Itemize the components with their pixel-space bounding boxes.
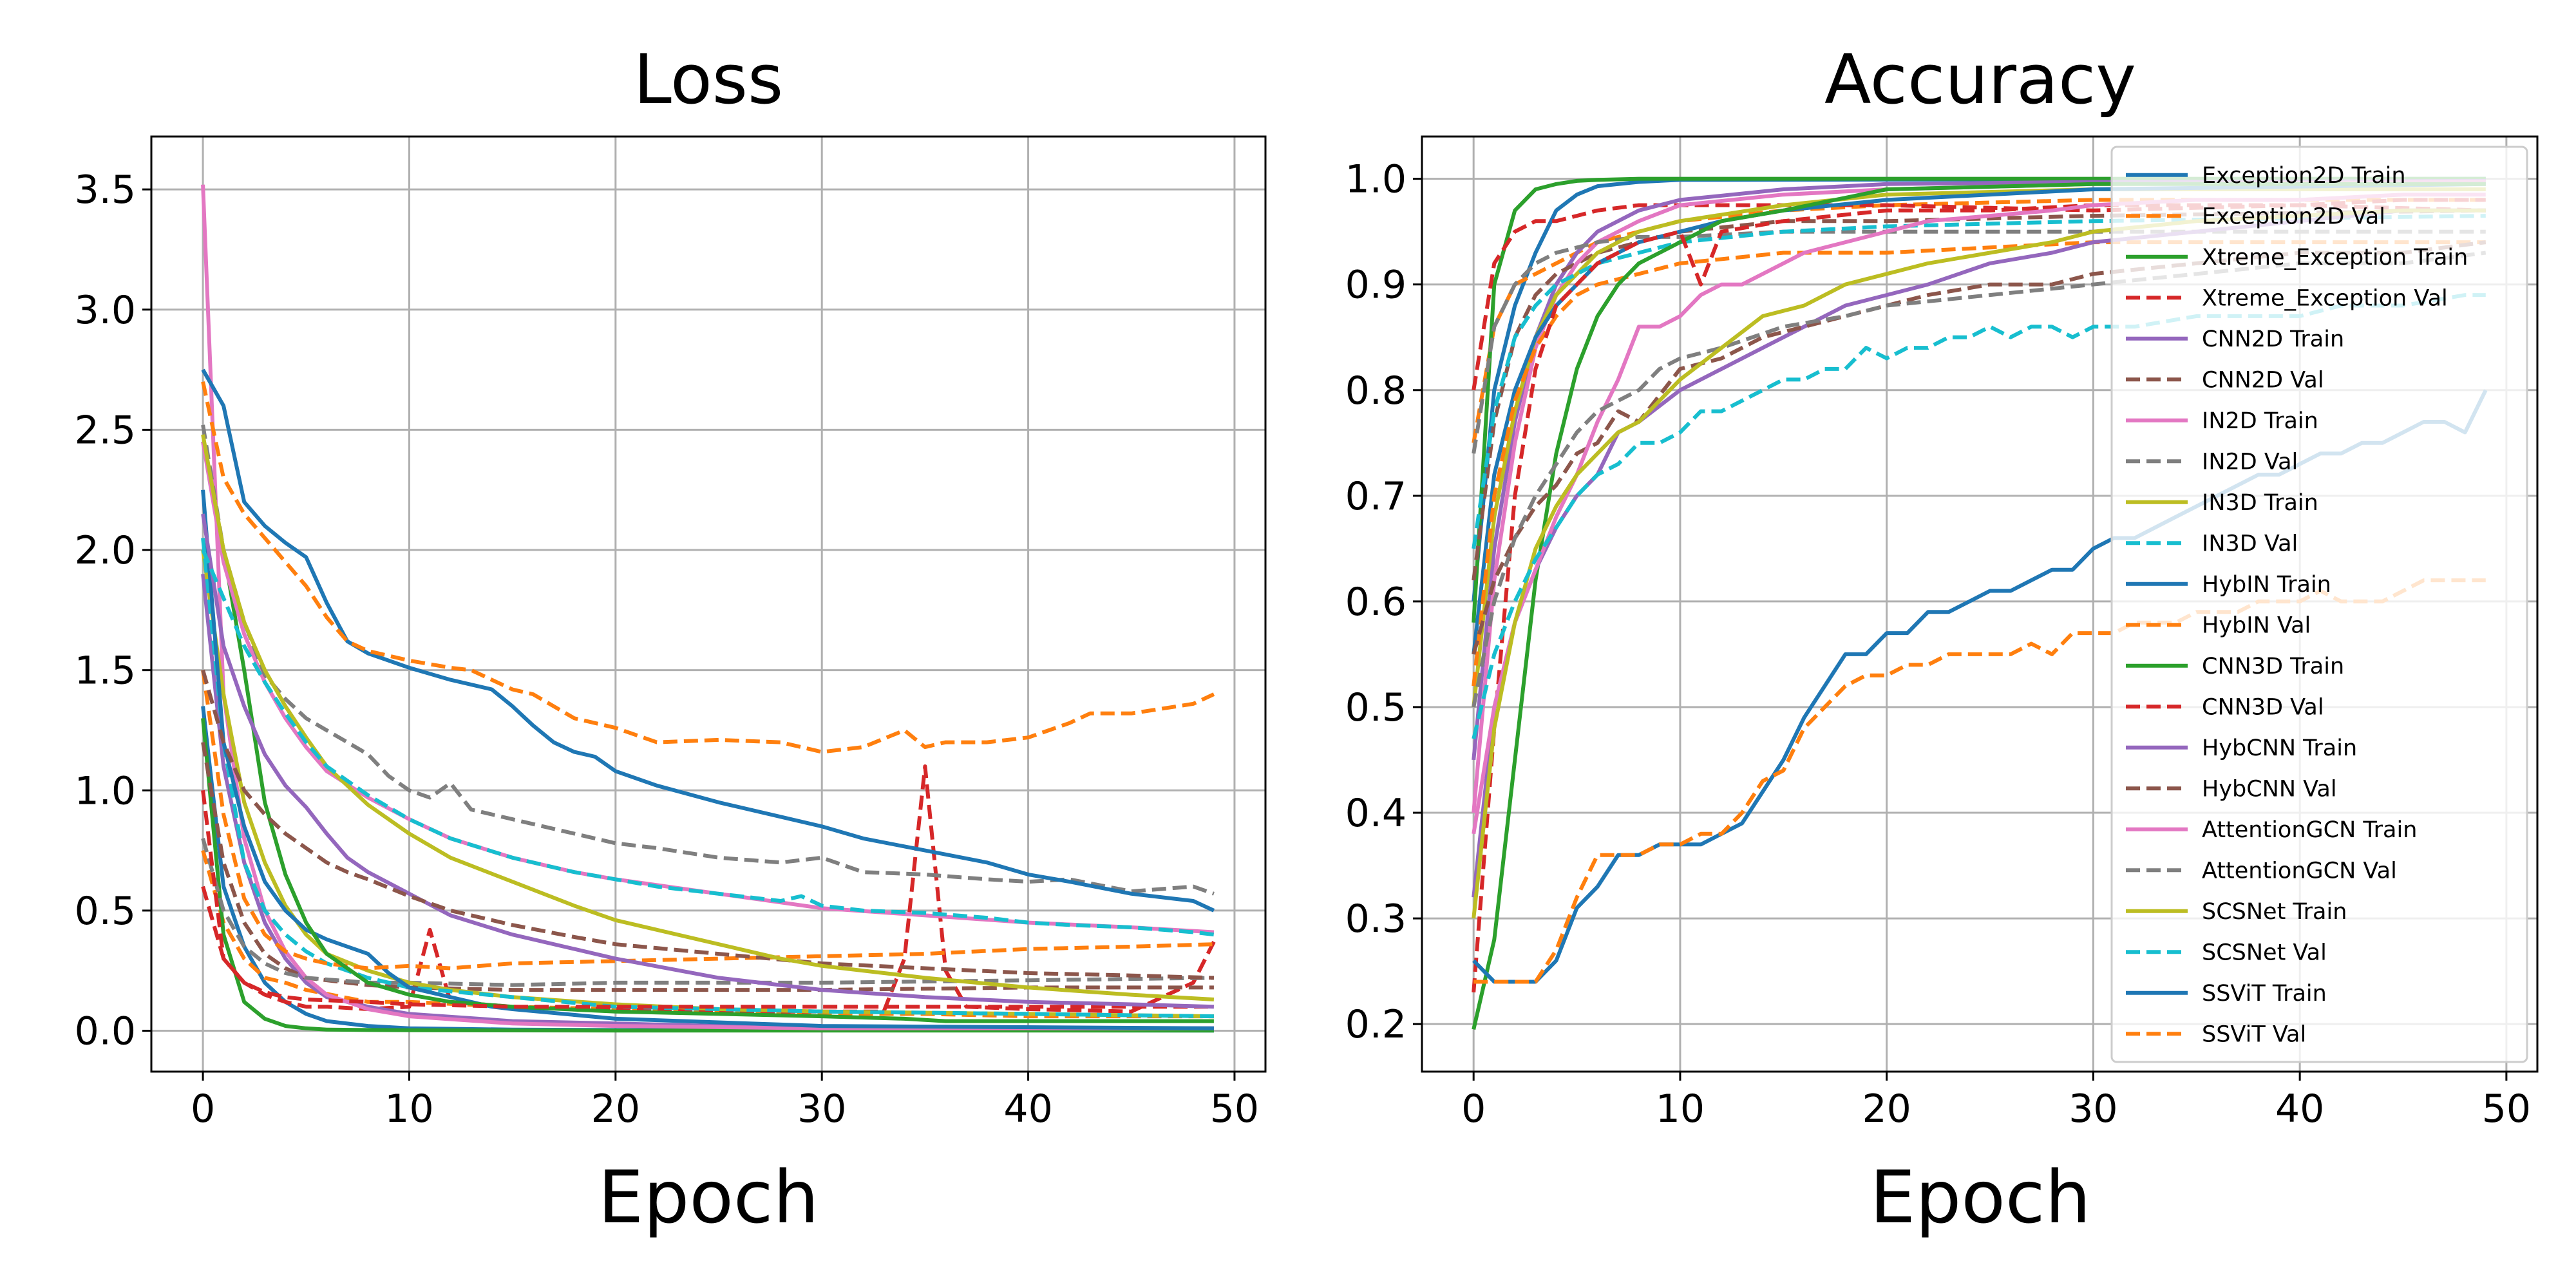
legend-label-ssvit-val: SSViT Val xyxy=(2202,1021,2306,1047)
legend-label-hybcnn-val: HybCNN Val xyxy=(2202,776,2337,802)
loss-y-tick-label: 3.0 xyxy=(75,288,136,333)
loss-series-line-ssvit-train xyxy=(201,368,1215,913)
loss-y-tick-label: 3.5 xyxy=(75,167,136,213)
legend-label-attentiongcn-train: AttentionGCN Train xyxy=(2202,817,2417,843)
legend-label-cnn3d-train: CNN3D Train xyxy=(2202,654,2344,679)
accuracy-plot-frame xyxy=(1421,135,2539,1073)
loss-x-tick-label: 10 xyxy=(384,1086,433,1132)
loss-series-line-attentiongcn-val xyxy=(201,424,1215,896)
legend-label-hybin-train: HybIN Train xyxy=(2202,572,2331,598)
legend-label-in2d-train: IN2D Train xyxy=(2202,408,2318,434)
loss-series-line-hybin-val xyxy=(201,670,1214,971)
legend-label-scsnet-train: SCSNet Train xyxy=(2202,899,2347,925)
accuracy-series-line-attentiongcn-train xyxy=(1472,193,2486,835)
accuracy-series-line-exception2d-val xyxy=(1472,198,2486,444)
loss-x-axis-label: Epoch xyxy=(598,1156,819,1240)
loss-plot-frame xyxy=(150,135,1267,1073)
legend-label-exception2d-val: Exception2D Val xyxy=(2202,204,2385,229)
loss-series-line-scsnet-train xyxy=(201,434,1215,1001)
loss-ticks: 0 10 20 30 40 50 0.0 0.5 1.0 1.5 2.0 2.5 3.0 3.5 xyxy=(75,167,1260,1132)
loss-y-tick-label: 0.5 xyxy=(75,889,136,934)
legend-label-attentiongcn-val: AttentionGCN Val xyxy=(2202,858,2397,884)
loss-x-tick-label: 50 xyxy=(1210,1086,1259,1132)
legend-label-cnn2d-val: CNN2D Val xyxy=(2202,367,2324,393)
loss-series-line-hybcnn-val xyxy=(201,669,1214,980)
legend-label-scsnet-val: SCSNet Val xyxy=(2202,940,2327,965)
legend-label-hybin-val: HybIN Val xyxy=(2202,612,2311,638)
loss-x-tick-label: 40 xyxy=(1003,1086,1052,1132)
legend-label-exception2d-train: Exception2D Train xyxy=(2202,163,2406,189)
legend-label-cnn3d-val: CNN3D Val xyxy=(2202,694,2324,720)
accuracy-ticks: 0 10 20 30 40 50 0.2 0.3 0.4 0.5 0.6 0.7 0.8 0.9 1.0 xyxy=(1345,157,2531,1132)
loss-series-line-xtreme-exception-train xyxy=(201,718,1214,1033)
legend-box xyxy=(2110,146,2528,1063)
loss-series-line-hybcnn-train xyxy=(201,513,1214,1009)
legend-label-in2d-val: IN2D Val xyxy=(2202,449,2298,475)
accuracy-y-tick-label: 0.7 xyxy=(1345,474,1406,519)
accuracy-title: Accuracy xyxy=(1824,40,2136,119)
accuracy-series-line-cnn2d-train xyxy=(1472,178,2486,761)
accuracy-y-tick-label: 0.8 xyxy=(1345,368,1406,413)
legend-label-ssvit-train: SSViT Train xyxy=(2202,981,2327,1007)
loss-series-line-scsnet-val xyxy=(201,549,1215,937)
accuracy-series-line-cnn3d-train xyxy=(1472,182,2486,1030)
loss-panel: Loss 0 10 20 30 40 50 0.0 0.5 1.0 1.5 2.0 2.5 3.0 3.5… xyxy=(75,40,1267,1240)
accuracy-series-line-in3d-val xyxy=(1472,214,2486,549)
accuracy-panel: Accuracy 0 10 20 30 40 50 0.2 0.3 0.4 0.5 0.6 0.7 0.… xyxy=(1345,40,2539,1240)
legend-label-in3d-val: IN3D Val xyxy=(2202,531,2298,556)
accuracy-y-tick-label: 0.2 xyxy=(1345,1002,1406,1047)
loss-y-tick-label: 2.5 xyxy=(75,408,136,453)
accuracy-x-tick-label: 30 xyxy=(2069,1086,2117,1132)
legend-label-xtreme-exception-val: Xtreme_Exception Val xyxy=(2202,285,2448,311)
accuracy-series-line-cnn2d-val xyxy=(1472,208,2486,581)
accuracy-x-axis-label: Epoch xyxy=(1870,1156,2091,1240)
accuracy-y-tick-label: 0.9 xyxy=(1345,263,1406,308)
legend-label-xtreme-exception-train: Xtreme_Exception Train xyxy=(2202,245,2468,270)
accuracy-y-tick-label: 0.3 xyxy=(1345,896,1406,942)
loss-x-tick-label: 20 xyxy=(591,1086,640,1132)
loss-y-tick-label: 0.0 xyxy=(75,1009,136,1054)
accuracy-series-line-in3d-train xyxy=(1472,187,2486,708)
accuracy-legend: Exception2D Train Exception2D Val Xtreme_E… xyxy=(2110,146,2528,1063)
loss-series xyxy=(201,184,1216,1033)
loss-series-line-in3d-val xyxy=(201,538,1214,1019)
loss-series-line-cnn3d-train xyxy=(201,441,1214,1023)
loss-title: Loss xyxy=(634,40,784,119)
accuracy-x-tick-label: 20 xyxy=(1862,1086,1911,1132)
accuracy-x-tick-label: 0 xyxy=(1461,1086,1486,1132)
legend-label-in3d-train: IN3D Train xyxy=(2202,490,2318,516)
loss-x-tick-label: 0 xyxy=(191,1086,215,1132)
loss-x-tick-label: 30 xyxy=(797,1086,846,1132)
accuracy-series xyxy=(1472,176,2488,1030)
loss-series-line-ssvit-val xyxy=(201,381,1215,754)
accuracy-y-tick-label: 0.5 xyxy=(1345,685,1406,730)
accuracy-x-tick-label: 40 xyxy=(2275,1086,2324,1132)
accuracy-x-tick-label: 10 xyxy=(1656,1086,1705,1132)
legend-label-cnn2d-train: CNN2D Train xyxy=(2202,327,2344,352)
legend-label-hybcnn-train: HybCNN Train xyxy=(2202,735,2357,761)
loss-y-tick-label: 1.0 xyxy=(75,768,136,813)
loss-series-line-hybin-train xyxy=(201,489,1214,1030)
loss-y-tick-label: 1.5 xyxy=(75,649,136,694)
accuracy-y-tick-label: 0.6 xyxy=(1345,580,1406,625)
loss-y-tick-label: 2.0 xyxy=(75,528,136,573)
accuracy-y-tick-label: 0.4 xyxy=(1345,791,1406,836)
loss-series-line-in2d-train xyxy=(201,184,1214,1030)
accuracy-x-tick-label: 50 xyxy=(2482,1086,2531,1132)
accuracy-y-tick-label: 1.0 xyxy=(1345,157,1406,202)
accuracy-series-line-exception2d-train xyxy=(1472,176,2486,602)
accuracy-series-line-hybin-val xyxy=(1472,240,2486,687)
